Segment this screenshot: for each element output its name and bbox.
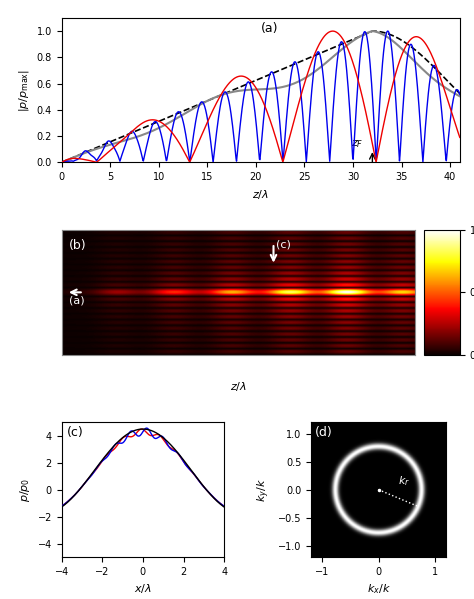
- X-axis label: $z/\lambda$: $z/\lambda$: [230, 380, 246, 393]
- Text: (d): (d): [315, 426, 333, 439]
- X-axis label: $x/\lambda$: $x/\lambda$: [134, 582, 152, 595]
- Y-axis label: $p/p_0$: $p/p_0$: [18, 477, 32, 502]
- Text: (a): (a): [261, 22, 278, 35]
- Text: (b): (b): [69, 238, 86, 252]
- Text: (a): (a): [69, 295, 84, 305]
- Text: $k_r$: $k_r$: [398, 474, 410, 488]
- X-axis label: $k_x/k$: $k_x/k$: [366, 582, 391, 596]
- X-axis label: $z/\lambda$: $z/\lambda$: [252, 187, 269, 201]
- Y-axis label: $|p/p_\mathrm{max}|$: $|p/p_\mathrm{max}|$: [17, 69, 31, 112]
- Text: (c): (c): [276, 240, 291, 250]
- Y-axis label: $x/\lambda$: $x/\lambda$: [19, 283, 32, 301]
- Text: (c): (c): [66, 426, 83, 439]
- Text: $z_F$: $z_F$: [351, 138, 364, 150]
- Y-axis label: $k_y/k$: $k_y/k$: [256, 478, 273, 501]
